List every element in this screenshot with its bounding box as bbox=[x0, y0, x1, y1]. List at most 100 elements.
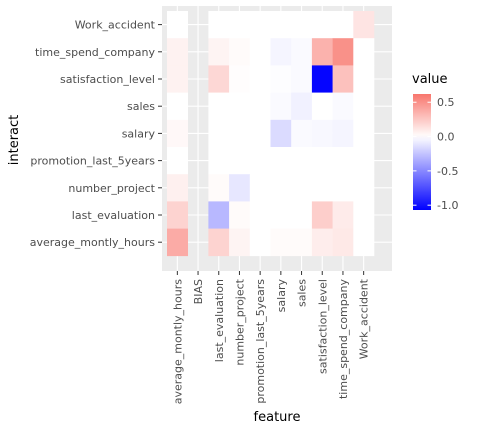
heatmap-cell bbox=[167, 93, 188, 121]
heatmap-cell bbox=[353, 120, 374, 148]
heatmap-cell bbox=[291, 38, 312, 65]
heatmap-cell bbox=[333, 174, 354, 202]
x-tick-label: time_spend_company bbox=[337, 279, 350, 399]
heatmap-cell bbox=[291, 93, 312, 121]
legend-label: -0.5 bbox=[437, 165, 458, 178]
heatmap-cell bbox=[312, 229, 333, 257]
heatmap-cell bbox=[208, 201, 229, 229]
legend-label: -1.0 bbox=[437, 199, 458, 212]
heatmap-cell bbox=[271, 38, 292, 65]
legend-label: 0.0 bbox=[437, 131, 455, 144]
heatmap-cell bbox=[229, 65, 250, 93]
x-tick-label: last_evaluation bbox=[213, 279, 226, 362]
heatmap-cell bbox=[333, 65, 354, 93]
heatmap-cell bbox=[271, 201, 292, 229]
heatmap-cell bbox=[167, 174, 188, 202]
heatmap-cell bbox=[208, 93, 229, 121]
heatmap-cell bbox=[333, 120, 354, 148]
x-axis-ticks: average_montly_hours BIAS last_evaluation n… bbox=[171, 271, 370, 404]
heatmap-cell bbox=[291, 11, 312, 39]
heatmap-cell bbox=[291, 65, 312, 93]
heatmap-cell bbox=[208, 38, 229, 65]
heatmap-cell bbox=[208, 65, 229, 93]
y-tick-label: Work_accident bbox=[75, 19, 156, 32]
heatmap-cell bbox=[271, 65, 292, 93]
heatmap-cell bbox=[229, 229, 250, 257]
heatmap-cell bbox=[208, 229, 229, 257]
heatmap-cell bbox=[208, 147, 229, 175]
x-tick-label: Work_accident bbox=[358, 278, 371, 359]
heatmap-cell bbox=[167, 11, 188, 39]
heatmap-cell bbox=[250, 201, 271, 229]
legend-label: 0.5 bbox=[437, 96, 455, 109]
y-tick-label: sales bbox=[127, 100, 155, 113]
heatmap-cell bbox=[312, 147, 333, 175]
y-tick-label: satisfaction_level bbox=[60, 73, 155, 86]
heatmap-cell bbox=[271, 11, 292, 39]
x-tick-label: sales bbox=[296, 279, 309, 307]
heatmap-cell bbox=[291, 147, 312, 175]
heatmap-cell bbox=[167, 229, 188, 257]
heatmap-cell bbox=[291, 174, 312, 202]
y-tick-label: last_evaluation bbox=[72, 209, 155, 222]
heatmap-cell bbox=[229, 93, 250, 121]
heatmap-cell bbox=[353, 11, 374, 39]
heatmap-cell bbox=[250, 65, 271, 93]
y-tick-label: salary bbox=[122, 127, 156, 140]
x-tick-label: salary bbox=[275, 279, 288, 313]
heatmap-cell bbox=[208, 120, 229, 148]
heatmap-cell bbox=[229, 38, 250, 65]
heatmap-cell bbox=[250, 11, 271, 39]
y-axis-ticks: Work_accident time_spend_company satisfact… bbox=[30, 19, 162, 250]
heatmap-cell bbox=[229, 147, 250, 175]
heatmap-cell bbox=[250, 38, 271, 65]
legend-title: value bbox=[412, 72, 448, 87]
heatmap-cell bbox=[312, 93, 333, 121]
heatmap-cell bbox=[271, 147, 292, 175]
heatmap-cell bbox=[333, 93, 354, 121]
x-tick-label: average_montly_hours bbox=[171, 279, 184, 405]
heatmap-cell bbox=[312, 201, 333, 229]
heatmap-cell bbox=[167, 201, 188, 229]
heatmap-cell bbox=[291, 201, 312, 229]
heatmap-cell bbox=[353, 38, 374, 65]
color-legend: value 0.5 0.0 -0.5 -1.0 bbox=[412, 72, 458, 212]
heatmap-cell bbox=[167, 147, 188, 175]
heatmap-cell bbox=[291, 229, 312, 257]
heatmap-cell bbox=[333, 38, 354, 65]
heatmap-cell bbox=[250, 174, 271, 202]
heatmap-cell bbox=[229, 120, 250, 148]
x-tick-label: BIAS bbox=[192, 279, 205, 304]
heatmap-cell bbox=[333, 229, 354, 257]
heatmap-cell bbox=[353, 201, 374, 229]
legend-colorbar bbox=[413, 94, 431, 210]
x-tick-label: promotion_last_5years bbox=[254, 279, 267, 404]
heatmap-cell bbox=[250, 229, 271, 257]
heatmap-cell bbox=[353, 174, 374, 202]
y-tick-label: number_project bbox=[68, 182, 155, 195]
heatmap-cell bbox=[333, 147, 354, 175]
heatmap-cell bbox=[271, 229, 292, 257]
heatmap-cell bbox=[312, 38, 333, 65]
heatmap-cell bbox=[271, 120, 292, 148]
heatmap-cell bbox=[250, 120, 271, 148]
heatmap-cell bbox=[353, 65, 374, 93]
y-tick-label: time_spend_company bbox=[35, 46, 155, 59]
heatmap-cell bbox=[208, 174, 229, 202]
y-tick-label: promotion_last_5years bbox=[30, 155, 155, 168]
heatmap-cell bbox=[312, 11, 333, 39]
heatmap-cell bbox=[312, 174, 333, 202]
heatmap-cell bbox=[271, 174, 292, 202]
heatmap-cell bbox=[353, 93, 374, 121]
y-axis-title: interact bbox=[7, 115, 22, 166]
heatmap-cell bbox=[271, 93, 292, 121]
heatmap-cell bbox=[250, 147, 271, 175]
heatmap-cell bbox=[312, 65, 333, 93]
y-tick-label: average_montly_hours bbox=[30, 236, 156, 249]
x-tick-label: satisfaction_level bbox=[316, 279, 329, 374]
heatmap-cell bbox=[167, 120, 188, 148]
heatmap-cell bbox=[167, 65, 188, 93]
heatmap-cell bbox=[229, 201, 250, 229]
x-axis-title: feature bbox=[254, 410, 301, 425]
